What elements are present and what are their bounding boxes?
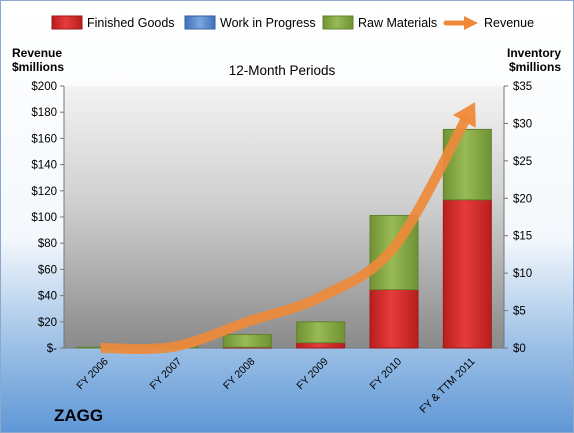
bar-finished-goods-5 <box>369 289 419 349</box>
left-axis-title-line1: Revenue <box>12 46 62 60</box>
revenue-point-1 <box>99 346 103 350</box>
revenue-arrowhead <box>453 102 476 128</box>
revenue-line <box>100 113 472 354</box>
left-tick-label: $20 <box>38 317 57 329</box>
revenue-point-4 <box>319 295 323 299</box>
left-tick-label: $80 <box>38 238 57 250</box>
legend: Finished Goods Work in Progress Raw Mate… <box>51 15 534 30</box>
right-axis-title-line1: Inventory <box>507 46 561 60</box>
revenue-point-6 <box>465 114 469 118</box>
left-tick-label: $180 <box>31 107 57 119</box>
revenue-point-5 <box>392 245 396 249</box>
right-tick-label: $0 <box>513 343 526 355</box>
left-axis: $- $20 $40 $60 $80 $100 $120 $140 $160 $180 $200 <box>31 81 65 355</box>
left-tick-label: $40 <box>38 291 57 303</box>
company-name: ZAGG <box>54 406 103 425</box>
legend-label-work-in-progress: Work in Progress <box>220 16 316 30</box>
plot-area <box>64 86 504 348</box>
right-axis: $0 $5 $10 $15 $20 $25 $30 $35 <box>503 81 532 355</box>
revenue-series <box>99 102 476 354</box>
revenue-point-3 <box>245 320 249 324</box>
right-tick-label: $30 <box>513 118 532 130</box>
left-tick-label: $140 <box>31 160 57 172</box>
legend-swatch-work-in-progress <box>184 15 216 30</box>
left-tick-label: $200 <box>31 81 57 93</box>
right-tick-label: $25 <box>513 156 532 168</box>
right-tick-label: $5 <box>513 306 526 318</box>
right-tick-label: $10 <box>513 268 532 280</box>
left-tick-label: $160 <box>31 133 57 145</box>
bar-raw-materials-4 <box>296 321 346 344</box>
chart-title: 12-Month Periods <box>229 63 336 78</box>
bar-raw-materials-3 <box>222 334 272 348</box>
legend-label-finished-goods: Finished Goods <box>87 16 175 30</box>
right-axis-title-line2: $millions <box>509 60 561 74</box>
right-tick-label: $15 <box>513 231 532 243</box>
left-tick-label: $100 <box>31 212 57 224</box>
legend-swatch-raw-materials <box>322 15 354 30</box>
legend-swatch-finished-goods <box>51 15 83 30</box>
legend-label-revenue: Revenue <box>484 16 534 30</box>
revenue-point-2 <box>172 345 176 349</box>
bar-finished-goods-4 <box>296 342 346 349</box>
legend-label-raw-materials: Raw Materials <box>358 16 437 30</box>
left-tick-label: $- <box>47 343 57 355</box>
left-tick-label: $60 <box>38 264 57 276</box>
right-tick-label: $35 <box>513 81 532 93</box>
left-axis-title-line2: $millions <box>12 60 64 74</box>
left-tick-label: $120 <box>31 186 57 198</box>
bar-finished-goods-6 <box>442 199 492 349</box>
right-tick-label: $20 <box>513 193 532 205</box>
legend-swatch-revenue <box>443 16 478 30</box>
